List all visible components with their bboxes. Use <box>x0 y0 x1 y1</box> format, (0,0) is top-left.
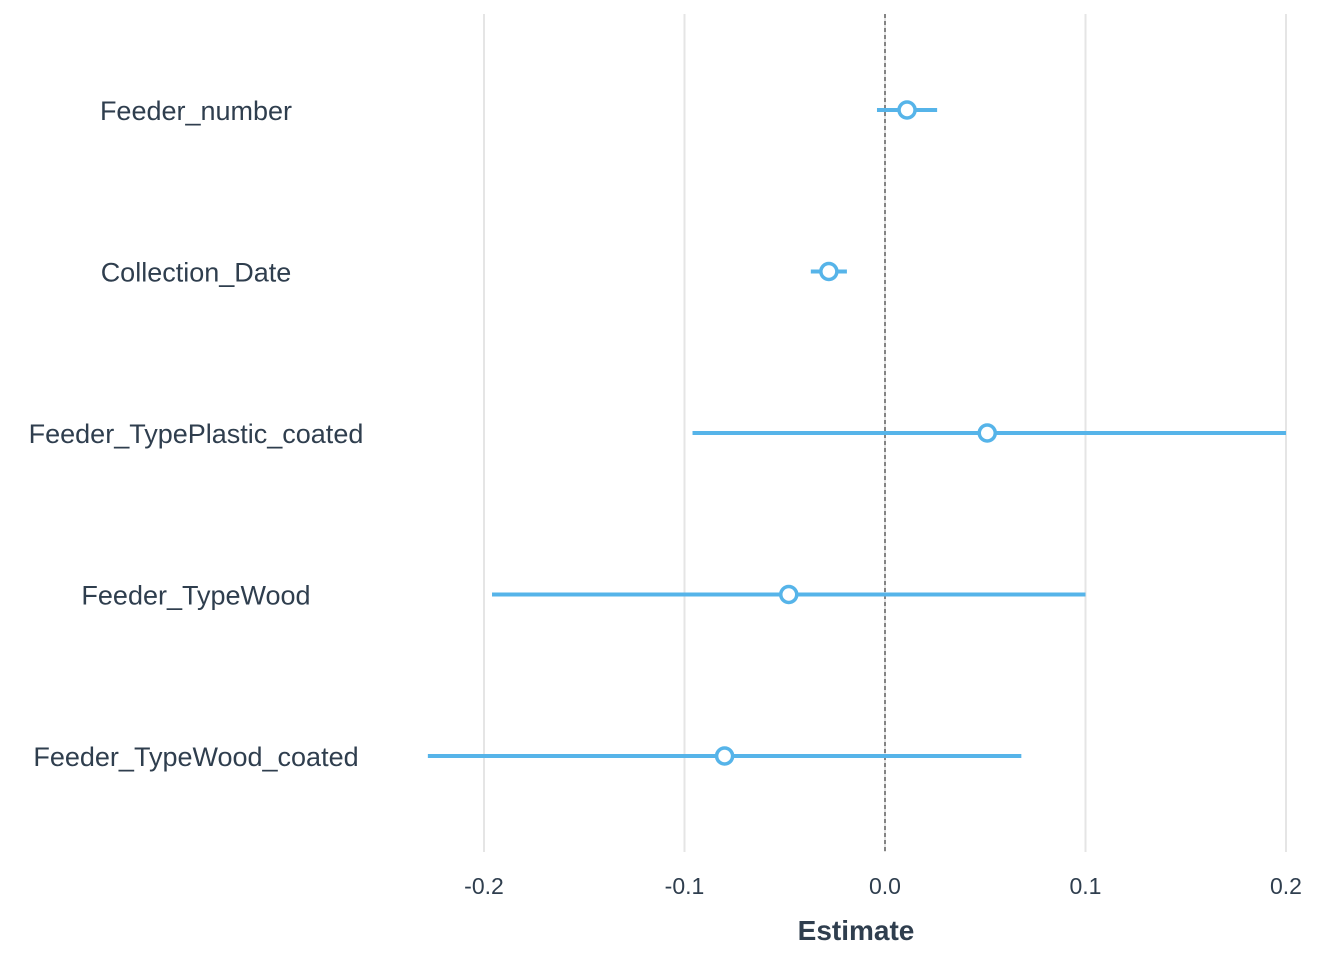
term-label: Collection_Date <box>101 258 292 288</box>
estimate-point <box>714 746 735 766</box>
term-label: Feeder_TypeWood_coated <box>33 742 358 772</box>
estimate-point <box>819 261 839 282</box>
x-tick-label: -0.1 <box>665 873 705 899</box>
term-label: Feeder_TypeWood <box>81 581 310 611</box>
estimate-point <box>779 584 799 605</box>
estimate-point <box>977 423 998 443</box>
x-tick-label: -0.2 <box>464 873 504 899</box>
x-tick-label: 0.2 <box>1270 873 1302 899</box>
x-tick-label: 0.1 <box>1070 873 1102 899</box>
x-axis-title: Estimate <box>798 915 915 946</box>
x-tick-labels: -0.2 -0.1 0.0 0.1 0.2 <box>464 873 1302 899</box>
x-tick-label: 0.0 <box>869 873 901 899</box>
estimate-point <box>897 100 917 120</box>
term-label: Feeder_TypePlastic_coated <box>29 419 364 449</box>
marks-layer <box>427 100 1286 766</box>
row-labels: Feeder_number Collection_Date Feeder_TypeP… <box>29 96 364 772</box>
term-label: Feeder_number <box>100 96 292 126</box>
